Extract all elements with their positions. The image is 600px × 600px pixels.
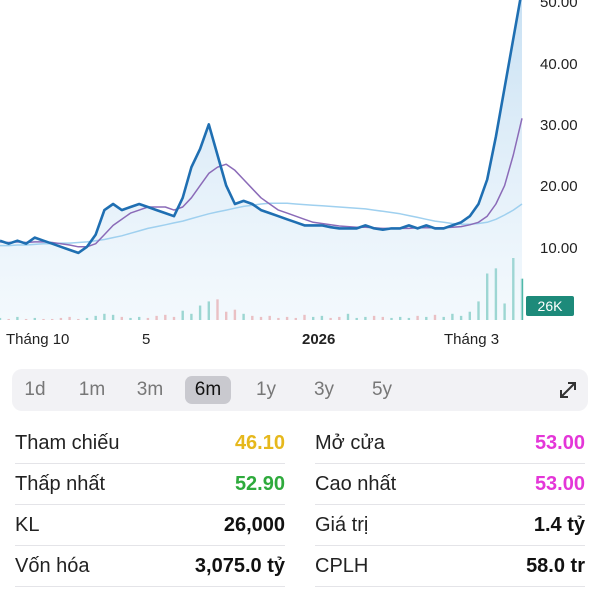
stat-label: KL (15, 514, 40, 536)
x-tick-label: 2026 (302, 331, 336, 348)
range-tab-1d[interactable]: 1d (24, 379, 46, 400)
stat-value: 3,075.0 tỷ (194, 555, 285, 577)
range-tab-6m[interactable]: 6m (185, 376, 231, 404)
y-tick-label: 10.00 (540, 240, 578, 257)
stats-row: KL 26,000 Giá trị 1.4 tỷ (0, 505, 600, 546)
stat-value: 52.90 (234, 473, 285, 495)
stat-cell: Giá trị 1.4 tỷ (315, 505, 585, 546)
stat-value: 53.00 (534, 473, 585, 495)
price-lines (0, 0, 523, 255)
price-line (0, 0, 522, 255)
range-tab-3y[interactable]: 3y (313, 379, 335, 400)
price-area (0, 0, 522, 320)
stat-cell: CPLH 58.0 tr (315, 546, 585, 587)
y-tick-label: 40.00 (540, 56, 578, 73)
stat-value: 46.10 (234, 432, 285, 454)
y-tick-label: 30.00 (540, 117, 578, 134)
expand-icon[interactable] (557, 379, 579, 401)
stat-label: Giá trị (315, 514, 369, 536)
range-tab-5y[interactable]: 5y (371, 379, 393, 400)
stat-cell: Mở cửa 53.00 (315, 423, 585, 464)
stat-value: 58.0 tr (526, 555, 585, 577)
stat-cell: KL 26,000 (15, 505, 285, 546)
range-tab-3m[interactable]: 3m (136, 379, 164, 400)
stat-label: Thấp nhất (15, 473, 106, 495)
stat-cell: Vốn hóa 3,075.0 tỷ (15, 546, 285, 587)
stat-cell: Cao nhất 53.00 (315, 464, 585, 505)
stat-cell: Thấp nhất 52.90 (15, 464, 285, 505)
range-tab-1m[interactable]: 1m (78, 379, 106, 400)
stats-row: Vốn hóa 3,075.0 tỷ CPLH 58.0 tr (0, 546, 600, 587)
range-tab-1y[interactable]: 1y (255, 379, 277, 400)
ma-line-long (0, 202, 523, 247)
stat-label: Tham chiếu (15, 432, 120, 454)
stat-cell: Tham chiếu 46.10 (15, 423, 285, 464)
stat-label: CPLH (315, 555, 369, 577)
y-tick-label: 20.00 (540, 178, 578, 195)
stats-row: Thấp nhất 52.90 Cao nhất 53.00 (0, 464, 600, 505)
stat-label: Mở cửa (315, 432, 385, 454)
x-tick-label: 5 (142, 331, 151, 348)
price-area-fill (0, 0, 522, 320)
stat-value: 1.4 tỷ (533, 514, 585, 536)
range-selector: 1d 1m 3m 6m 1y 3y 5y (12, 369, 588, 411)
volume-badge: 26K (526, 296, 574, 316)
stat-value: 26,000 (223, 514, 285, 536)
stat-label: Cao nhất (315, 473, 397, 495)
x-tick-label: Tháng 10 (6, 331, 70, 348)
y-tick-label: 50.00 (540, 0, 578, 11)
x-tick-label: Tháng 3 (444, 331, 500, 348)
stat-label: Vốn hóa (15, 555, 90, 577)
stats-row: Tham chiếu 46.10 Mở cửa 53.00 (0, 423, 600, 464)
price-chart[interactable] (0, 0, 600, 360)
stat-value: 53.00 (534, 432, 585, 454)
